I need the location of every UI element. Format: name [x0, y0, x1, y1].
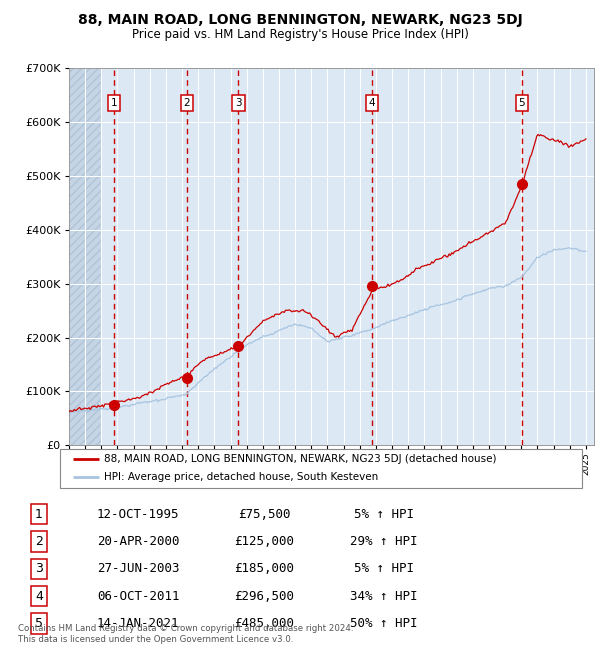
FancyBboxPatch shape	[60, 448, 582, 488]
Text: 27-JUN-2003: 27-JUN-2003	[97, 562, 179, 575]
Text: 20-APR-2000: 20-APR-2000	[97, 535, 179, 548]
Text: £75,500: £75,500	[238, 508, 290, 521]
Text: 5% ↑ HPI: 5% ↑ HPI	[354, 508, 414, 521]
Text: 88, MAIN ROAD, LONG BENNINGTON, NEWARK, NG23 5DJ: 88, MAIN ROAD, LONG BENNINGTON, NEWARK, …	[77, 13, 523, 27]
Text: £185,000: £185,000	[234, 562, 294, 575]
Text: HPI: Average price, detached house, South Kesteven: HPI: Average price, detached house, Sout…	[104, 472, 379, 482]
Text: 4: 4	[369, 98, 376, 109]
Text: 34% ↑ HPI: 34% ↑ HPI	[350, 590, 418, 603]
Text: 1: 1	[111, 98, 118, 109]
Text: £485,000: £485,000	[234, 617, 294, 630]
Text: 06-OCT-2011: 06-OCT-2011	[97, 590, 179, 603]
Text: 1: 1	[35, 508, 43, 521]
Text: £296,500: £296,500	[234, 590, 294, 603]
Text: 3: 3	[35, 562, 43, 575]
Text: 5: 5	[35, 617, 43, 630]
Text: 5: 5	[518, 98, 525, 109]
Text: 3: 3	[235, 98, 242, 109]
Text: 5% ↑ HPI: 5% ↑ HPI	[354, 562, 414, 575]
Text: 12-OCT-1995: 12-OCT-1995	[97, 508, 179, 521]
Bar	[69, 68, 101, 445]
Text: 29% ↑ HPI: 29% ↑ HPI	[350, 535, 418, 548]
Text: Contains HM Land Registry data © Crown copyright and database right 2024.
This d: Contains HM Land Registry data © Crown c…	[18, 624, 353, 644]
Text: Price paid vs. HM Land Registry's House Price Index (HPI): Price paid vs. HM Land Registry's House …	[131, 28, 469, 41]
Text: 88, MAIN ROAD, LONG BENNINGTON, NEWARK, NG23 5DJ (detached house): 88, MAIN ROAD, LONG BENNINGTON, NEWARK, …	[104, 454, 497, 464]
Text: 50% ↑ HPI: 50% ↑ HPI	[350, 617, 418, 630]
Text: 2: 2	[184, 98, 190, 109]
Text: 4: 4	[35, 590, 43, 603]
Text: 2: 2	[35, 535, 43, 548]
Text: 14-JAN-2021: 14-JAN-2021	[97, 617, 179, 630]
Text: £125,000: £125,000	[234, 535, 294, 548]
